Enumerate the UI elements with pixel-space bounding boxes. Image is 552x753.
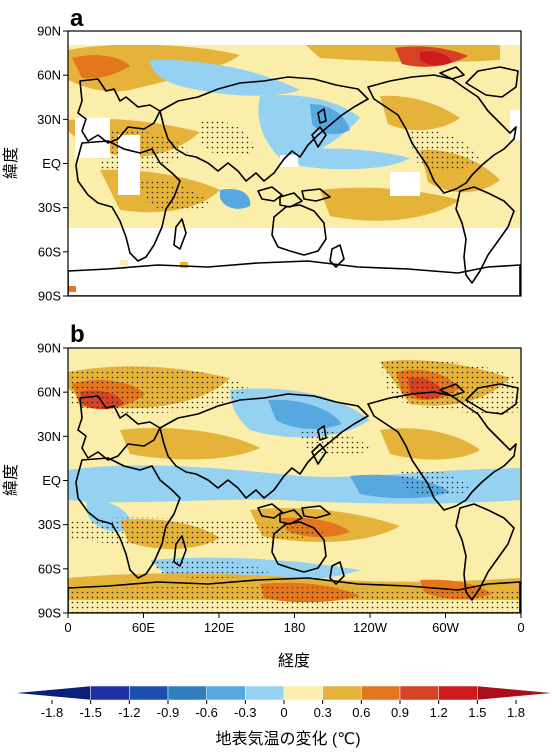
panel-b-y-tick-label: 30S	[38, 517, 61, 532]
colorbar-arrow-low	[13, 685, 91, 701]
panel-b-y-ticks: 90N 60N 30N EQ 30S 60S 90S	[37, 341, 68, 621]
panel-a-ylabel: 緯度	[2, 147, 20, 179]
panel-b-field	[68, 348, 521, 613]
colorbar-tick-label: 0	[280, 705, 287, 720]
panel-a-y-tick-label: 60S	[38, 244, 61, 259]
colorbar-swatch	[438, 685, 478, 701]
panel-b-y-tick-label: 90S	[38, 606, 61, 621]
colorbar-tick-label: -1.2	[118, 705, 140, 720]
colorbar: -1.8 -1.5 -1.2 -0.9 -0.6 -0.3 0 0.3 0.6 0.9 1.2 1.5…	[13, 685, 552, 748]
panel-a-y-tick-label: 60N	[37, 68, 61, 83]
panel-a-y-ticks: 90N 60N 30N EQ 30S 60S 90S	[37, 24, 68, 304]
colorbar-swatch	[167, 685, 207, 701]
colorbar-tick-label: 1.8	[507, 705, 525, 720]
colorbar-swatch	[90, 685, 130, 701]
panel-a: a 90N 60N 30N EQ 30S 60S 90S 緯度	[2, 5, 522, 304]
panel-b-x-tick-label: 0	[64, 620, 71, 635]
colorbar-swatch	[322, 685, 362, 701]
panel-a-y-tick-label: 30S	[38, 200, 61, 215]
colorbar-swatches	[13, 685, 552, 701]
colorbar-tick-label: -0.3	[234, 705, 256, 720]
panel-b-x-tick-label: 60E	[132, 620, 155, 635]
panel-b-y-tick-label: 30N	[37, 429, 61, 444]
colorbar-tick-label: -0.6	[195, 705, 217, 720]
panel-b-y-tick-label: 60S	[38, 561, 61, 576]
colorbar-tick-label: -1.8	[41, 705, 63, 720]
colorbar-swatch	[361, 685, 401, 701]
colorbar-tick-label: 1.5	[468, 705, 486, 720]
colorbar-tick-label: 0.9	[391, 705, 409, 720]
colorbar-arrow-high	[477, 685, 552, 701]
panel-a-y-tick-label: 90N	[37, 24, 61, 39]
panel-b-y-tick-label: 90N	[37, 341, 61, 356]
colorbar-tick-label: 1.2	[430, 705, 448, 720]
panel-b-x-tick-label: 180	[284, 620, 306, 635]
colorbar-tick-label: 0.3	[314, 705, 332, 720]
panel-a-y-tick-label: 30N	[37, 112, 61, 127]
colorbar-tick-label: -0.9	[157, 705, 179, 720]
colorbar-swatch	[129, 685, 169, 701]
colorbar-tick-label: 0.6	[352, 705, 370, 720]
panel-b-x-tick-label: 60W	[432, 620, 459, 635]
colorbar-swatch	[399, 685, 439, 701]
colorbar-tick-label: -1.5	[79, 705, 101, 720]
colorbar-swatch	[206, 685, 246, 701]
panel-b-xlabel: 経度	[278, 652, 310, 670]
panel-a-y-tick-label: EQ	[42, 156, 61, 171]
panel-b: b 90N 60N 30N EQ 30S 60S 90S 0 60E 120E 180 120W 60…	[2, 321, 525, 670]
panel-b-y-tick-label: EQ	[42, 473, 61, 488]
panel-b-x-ticks: 0 60E 120E 180 120W 60W 0	[64, 613, 525, 635]
colorbar-title: 地表気温の変化 (℃)	[215, 730, 360, 748]
panel-a-field	[68, 31, 521, 296]
panel-b-y-tick-label: 60N	[37, 385, 61, 400]
colorbar-ticks: -1.8 -1.5 -1.2 -0.9 -0.6 -0.3 0 0.3 0.6 0.9 1.2 1.5…	[41, 700, 525, 720]
panel-b-label: b	[70, 321, 85, 348]
panel-b-x-tick-label: 120W	[353, 620, 388, 635]
colorbar-swatch	[283, 685, 323, 701]
panel-a-y-tick-label: 90S	[38, 289, 61, 304]
panel-b-ylabel: 緯度	[2, 464, 20, 496]
panel-b-x-tick-label: 0	[517, 620, 524, 635]
panel-a-label: a	[70, 5, 84, 32]
colorbar-swatch	[245, 685, 285, 701]
panel-b-x-tick-label: 120E	[204, 620, 235, 635]
